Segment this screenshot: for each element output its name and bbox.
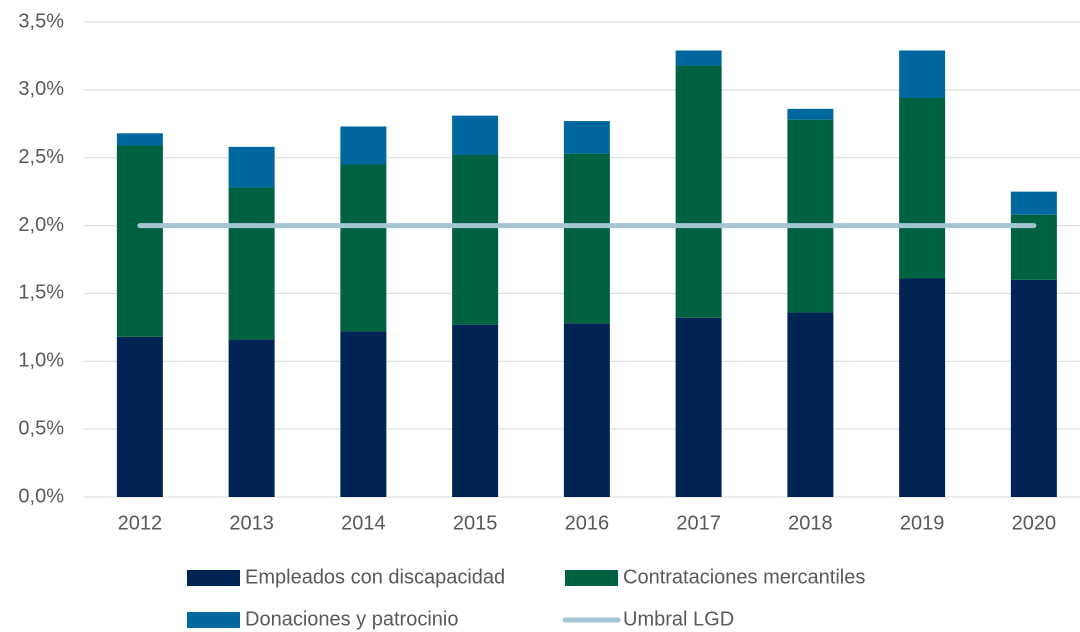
- legend-label: Donaciones y patrocinio: [245, 608, 458, 630]
- bar-segment: [452, 115, 499, 155]
- y-tick-label: 2,5%: [18, 146, 64, 168]
- legend-swatch: [187, 612, 240, 628]
- bar-segment: [787, 108, 834, 120]
- bar-segment: [116, 336, 163, 497]
- bar-segment: [675, 65, 722, 318]
- bar-segment: [563, 121, 610, 154]
- y-tick-label: 0,5%: [18, 417, 64, 439]
- y-tick-label: 2,0%: [18, 214, 64, 236]
- bar-segment: [340, 164, 387, 332]
- x-tick-label: 2016: [565, 512, 610, 534]
- legend-label: Umbral LGD: [623, 608, 734, 630]
- bar-segment: [228, 187, 275, 340]
- bar-segment: [228, 339, 275, 497]
- legend-swatch: [187, 570, 240, 586]
- bar-segment: [340, 126, 387, 165]
- x-tick-label: 2012: [118, 512, 163, 534]
- x-tick-label: 2018: [788, 512, 833, 534]
- bar-segment: [899, 50, 946, 98]
- bar-segment: [787, 312, 834, 497]
- bar-segment: [340, 331, 387, 497]
- bar-segment: [563, 153, 610, 324]
- x-tick-label: 2014: [341, 512, 386, 534]
- x-tick-label: 2019: [900, 512, 945, 534]
- bar-segment: [675, 50, 722, 66]
- legend-label: Contrataciones mercantiles: [623, 566, 865, 588]
- y-tick-label: 1,0%: [18, 350, 64, 372]
- x-tick-label: 2015: [453, 512, 498, 534]
- legend-swatch: [565, 570, 618, 586]
- x-tick-label: 2020: [1012, 512, 1057, 534]
- x-tick-label: 2013: [229, 512, 274, 534]
- bar-segment: [452, 324, 499, 497]
- bar-segment: [899, 98, 946, 279]
- y-tick-label: 3,5%: [18, 10, 64, 32]
- bar-segment: [899, 278, 946, 497]
- bar-segment: [675, 317, 722, 497]
- bar-segment: [563, 323, 610, 497]
- bar-segment: [116, 133, 163, 146]
- y-tick-label: 1,5%: [18, 282, 64, 304]
- y-tick-label: 3,0%: [18, 78, 64, 100]
- legend-label: Empleados con discapacidad: [245, 566, 505, 588]
- bar-segment: [116, 145, 163, 337]
- bar-segment: [452, 155, 499, 325]
- y-tick-label: 0,0%: [18, 485, 64, 507]
- x-tick-label: 2017: [676, 512, 721, 534]
- bar-segment: [787, 119, 834, 313]
- bar-segment: [228, 146, 275, 188]
- bar-segment: [1010, 191, 1057, 215]
- bar-segment: [1010, 279, 1057, 497]
